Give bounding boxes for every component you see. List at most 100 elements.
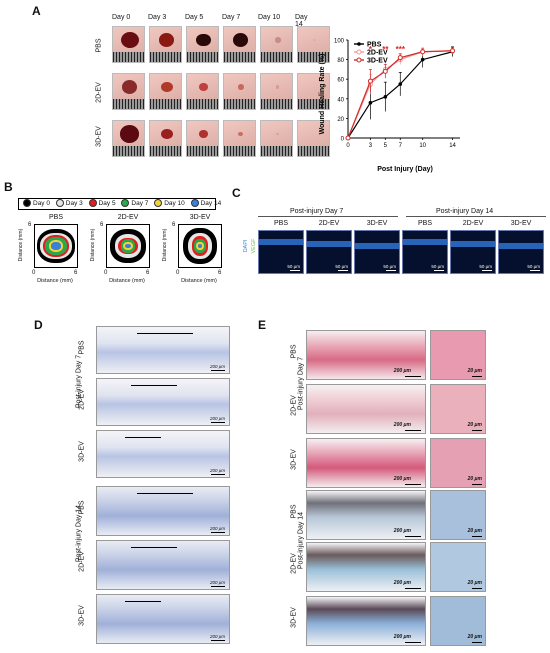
masson-trichrome-panels: 200 μm PBS 200 μm 2D-EV 200 μm 3D-EV 200 μm PBS…: [70, 326, 230, 646]
wound-photo: [260, 26, 293, 63]
contour-plot-title: PBS: [48, 214, 63, 221]
scale-bar: [434, 270, 444, 271]
histology-image: 200 μm: [306, 438, 426, 488]
legend-swatch: [23, 199, 31, 208]
scale-label: 200 μm: [210, 526, 225, 531]
stain-vegf-label: VEGF: [251, 238, 257, 254]
group-label-2d-ev: 2D-EV: [95, 82, 103, 103]
chart-xlabel: Post Injury (Day): [377, 166, 433, 173]
group-label: 3D-EV: [78, 441, 86, 462]
scale-bar: [211, 639, 225, 641]
group-label: 3D-EV: [290, 607, 298, 628]
wound-photo: [297, 73, 330, 110]
x-axis-label: Distance (mm): [37, 278, 73, 284]
tick-label: 6: [74, 270, 78, 276]
wound-span-arrow: [125, 601, 161, 602]
significance-mark: *: [369, 45, 373, 54]
inset-scale-label: 20 μm: [467, 422, 482, 428]
wound-spot: [120, 31, 139, 49]
inset-image: 20 μm: [430, 596, 486, 646]
y-tick-label: 60: [337, 78, 344, 84]
legend-text: Day 14: [200, 200, 222, 207]
contour-ring: [197, 243, 203, 249]
wound-span-arrow: [137, 493, 193, 494]
series-line: [347, 51, 453, 139]
inset-scale-label: 20 μm: [467, 580, 482, 586]
y-tick-label: 0: [341, 137, 345, 143]
data-point: [420, 57, 425, 62]
histology-image: 200 μm: [96, 430, 230, 478]
legend-swatch: [190, 199, 199, 208]
legend-swatch: [88, 199, 97, 208]
data-point: [398, 82, 403, 86]
picrosirius-panels: 200 μm PBS 20 μm 200 μm 2D-EV 20 μm 200 μm 3D-E…: [284, 330, 490, 648]
histology-image: 200 μm: [306, 542, 426, 592]
contour-ring: [125, 243, 131, 249]
fluor-group-label: 3D-EV: [366, 220, 388, 227]
day-header: Day 3: [148, 14, 167, 21]
wound-photo: [223, 120, 256, 157]
scale-bar: [211, 585, 225, 587]
legend-text: Day 10: [164, 200, 185, 207]
legend-label: PBS: [367, 42, 382, 49]
ruler: [113, 99, 144, 109]
wound-photo: [260, 120, 293, 157]
group-label-pbs: PBS: [95, 38, 103, 53]
group-label: 2D-EV: [78, 389, 86, 410]
scale-bar: [211, 369, 225, 371]
fluorescence-image: 50 μm: [306, 230, 352, 274]
wound-photo: [149, 26, 182, 63]
day-header: Day 14: [295, 14, 308, 28]
group-label: PBS: [290, 504, 298, 519]
wound-spot: [275, 85, 280, 89]
wound-photo: [223, 26, 256, 63]
scale-bar: [482, 270, 492, 271]
ruler: [298, 52, 329, 62]
scale-label: 200 μm: [210, 416, 225, 421]
inset-image: 20 μm: [430, 330, 486, 380]
epidermis-band: [451, 241, 495, 247]
scale-bar: [472, 375, 482, 377]
day-header: Day 5: [185, 14, 204, 21]
panel-c-day7-title: Post-injury Day 7: [290, 208, 344, 215]
contour-plot-title: 2D-EV: [117, 214, 139, 221]
scale-label: 50 μm: [431, 264, 444, 269]
x-tick-label: 3: [369, 143, 373, 149]
x-tick-label: 5: [384, 143, 388, 149]
inset-scale-label: 20 μm: [467, 476, 482, 482]
wound-spot: [160, 128, 173, 140]
day-header: Day 10: [258, 14, 281, 21]
panel-d-label: D: [34, 318, 43, 332]
ruler: [150, 146, 181, 156]
ruler: [187, 146, 218, 156]
inset-image: 20 μm: [430, 490, 486, 540]
data-point: [345, 135, 351, 141]
group-label: PBS: [290, 344, 298, 359]
significance-mark: **: [382, 45, 389, 54]
scale-bar: [386, 270, 396, 271]
wound-photo: [186, 73, 219, 110]
data-point: [383, 95, 388, 99]
wound-spot: [274, 37, 281, 43]
group-label: 2D-EV: [290, 395, 298, 416]
wound-spot: [199, 83, 208, 91]
tick-label: 0: [104, 270, 108, 276]
wound-spot: [119, 125, 140, 143]
panel-c-day14-title: Post-injury Day 14: [436, 208, 494, 215]
ruler: [113, 146, 144, 156]
fluorescence-image: 50 μm: [498, 230, 544, 274]
histology-image: 200 μm: [96, 540, 230, 590]
tick-label: 6: [100, 222, 104, 228]
fluorescence-image: 50 μm: [402, 230, 448, 274]
contour-legend: Day 0 Day 3 Day 5 Day 7 Day 10 Day 14: [18, 198, 221, 210]
wound-photo: [149, 73, 182, 110]
y-axis-label: Distance (mm): [90, 228, 96, 262]
histology-image: 200 μm: [96, 594, 230, 644]
legend-text: Day 5: [98, 200, 116, 207]
scale-label: 50 μm: [527, 264, 540, 269]
histology-image: 200 μm: [96, 486, 230, 536]
legend-swatch: [121, 199, 130, 208]
fluor-group-label: 3D-EV: [510, 220, 532, 227]
ruler: [150, 99, 181, 109]
group-label: PBS: [78, 500, 86, 515]
